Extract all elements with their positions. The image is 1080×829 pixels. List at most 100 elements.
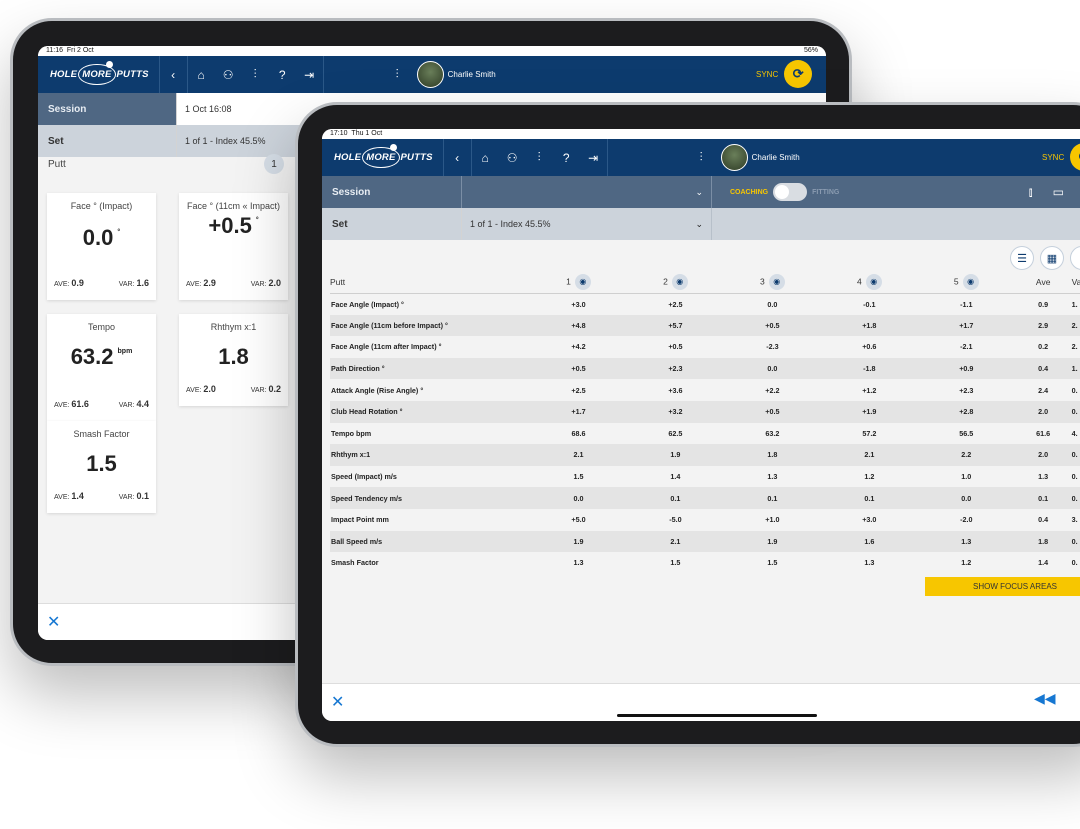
user-profile[interactable]: Charlie Smith	[416, 61, 496, 88]
user-profile[interactable]: Charlie Smith	[720, 144, 800, 171]
table-cell: +1.7	[530, 400, 627, 423]
app-logo[interactable]: HOLE MORE PUTTS	[322, 139, 443, 176]
metric-card[interactable]: Rhthym x:1 1.8 AVE: 2.0 VAR: 0.2	[179, 314, 288, 406]
table-cell: 1.0	[961, 472, 972, 482]
ave-label: AVE:	[186, 281, 202, 288]
row-metric-name: Path Direction °	[330, 357, 530, 380]
putt-column[interactable]: 3 ◉	[723, 271, 821, 294]
row-metric-name: Smash Factor	[331, 558, 379, 568]
card-title: Tempo	[87, 322, 115, 332]
session-toolbar: COACHING FITTING ⫾ ▭ ➤	[711, 176, 1080, 208]
putt-column[interactable]: 4 ◉	[820, 271, 918, 294]
coaching-fitting-toggle[interactable]: COACHING FITTING	[730, 183, 839, 201]
status-time: 17:10	[330, 130, 348, 137]
putt-data-table: Putt 1 ◉ 2 ◉ 3 ◉ 4 ◉ 5 ◉ Ave Va Face Angle (I…	[330, 271, 1080, 574]
table-cell: 1.3	[864, 558, 875, 568]
table-cell: 0.0	[767, 299, 778, 309]
table-cell: +3.6	[668, 385, 683, 395]
table-cell: +0.9	[917, 357, 1015, 380]
sync-icon: ⟳	[784, 60, 813, 88]
app-logo[interactable]: HOLE MORE PUTTS	[38, 56, 159, 93]
table-cell: 1.5	[767, 558, 778, 568]
users-icon[interactable]: ⚇	[506, 150, 518, 165]
metric-card[interactable]: Tempo 63.2 bpm AVE: 61.6 VAR: 4.4	[47, 314, 156, 421]
table-cell: 57.2	[862, 428, 877, 438]
home-icon[interactable]: ⌂	[197, 67, 205, 82]
metric-card[interactable]: Face ° (Impact) 0.0 ° AVE: 0.9 VAR: 1.6	[47, 193, 156, 300]
variance-column-header: Va	[1071, 271, 1080, 294]
eye-icon[interactable]: ◉	[768, 273, 785, 290]
table-cell: 0.1	[723, 487, 821, 509]
status-date: Thu 1 Oct	[351, 130, 383, 137]
home-icon[interactable]: ⌂	[481, 150, 489, 165]
putt-column[interactable]: 2 ◉	[626, 271, 724, 294]
table-cell: +0.5	[723, 400, 821, 423]
card-value: 63.2	[70, 344, 114, 369]
show-focus-areas-button[interactable]: SHOW FOCUS AREAS	[925, 577, 1080, 596]
filter-icon[interactable]: ⫶	[699, 150, 703, 164]
card-unit: bpm	[117, 348, 133, 355]
putt-column[interactable]: 1 ◉	[530, 271, 627, 294]
table-cell: 1.	[1071, 299, 1078, 309]
sync-icon: ⟳	[1070, 143, 1080, 171]
table-cell: 1.2	[864, 472, 875, 482]
table-cell: 2.	[1071, 342, 1078, 352]
status-time: 11:16	[46, 47, 63, 54]
mode-switch[interactable]	[773, 183, 808, 201]
ave-value: 2.9	[203, 278, 216, 288]
var-label: VAR:	[118, 402, 135, 409]
more-view-icon[interactable]	[1070, 246, 1080, 270]
ave-label: AVE:	[54, 494, 70, 501]
ave-label: AVE:	[54, 402, 70, 409]
back-icon[interactable]: ‹	[455, 150, 460, 165]
filter-icon[interactable]: ⫶	[395, 67, 399, 81]
table-cell: +2.3	[626, 357, 724, 380]
rewind-icon[interactable]: ◀◀	[1034, 690, 1056, 706]
table-cell: 0.4	[1014, 357, 1072, 380]
logout-icon[interactable]: ⇥	[588, 150, 599, 165]
row-metric-name: Face Angle (Impact) °	[331, 299, 404, 309]
eye-icon[interactable]: ◉	[865, 273, 882, 290]
metric-card[interactable]: Smash Factor 1.5 AVE: 1.4 VAR: 0.1	[47, 421, 156, 513]
var-value: 2.0	[268, 278, 281, 288]
logout-icon[interactable]: ⇥	[304, 67, 315, 82]
putt-number-badge[interactable]: 1	[264, 154, 284, 174]
fitting-label: FITTING	[812, 188, 840, 196]
column-number: 1	[566, 276, 571, 286]
table-cell: 1.6	[820, 530, 918, 553]
table-cell: +1.7	[917, 314, 1015, 337]
table-row: Speed (Impact) m/s 1.5 1.4 1.3 1.2 1.0 1.3 0.	[330, 466, 1080, 488]
putt-column[interactable]: 5 ◉	[917, 271, 1015, 294]
table-cell: 0.	[1071, 444, 1080, 466]
set-dropdown[interactable]: 1 of 1 - Index 45.5% ⌄	[461, 208, 711, 240]
sliders-icon[interactable]: ⫶	[253, 67, 257, 81]
table-row: Smash Factor 1.3 1.5 1.5 1.3 1.2 1.4 0.	[330, 552, 1080, 574]
sliders-icon[interactable]: ⫶	[537, 150, 541, 164]
eye-icon[interactable]: ◉	[671, 273, 688, 290]
card-value: 1.8	[218, 344, 249, 369]
list-view-icon[interactable]: ☰	[1010, 246, 1034, 270]
chart-icon[interactable]: ⫾	[1028, 184, 1033, 199]
ave-value: 61.6	[71, 399, 89, 409]
card-title: Face ° (Impact)	[70, 201, 133, 211]
sync-button[interactable]: SYNC ⟳	[756, 60, 813, 88]
sync-button[interactable]: SYNC ⟳	[1042, 143, 1080, 171]
sync-label: SYNC	[756, 69, 779, 79]
close-icon[interactable]: ✕	[331, 694, 345, 711]
eye-icon[interactable]: ◉	[962, 273, 979, 290]
users-icon[interactable]: ⚇	[222, 67, 234, 82]
table-cell: 2.9	[1014, 314, 1072, 337]
metric-card[interactable]: Face ° (11cm « Impact) +0.5 ° AVE: 2.9 VA…	[179, 193, 288, 300]
table-row: Path Direction ° +0.5 +2.3 0.0 -1.8 +0.9 0.4 1.	[330, 357, 1080, 380]
help-icon[interactable]: ?	[562, 150, 570, 165]
grid-view-icon[interactable]: ▦	[1040, 246, 1064, 270]
table-cell: 2.2	[917, 444, 1015, 466]
view-switcher: ☰ ▦	[1010, 246, 1080, 270]
comment-icon[interactable]: ▭	[1052, 184, 1064, 199]
session-dropdown[interactable]: ⌄	[461, 176, 711, 208]
back-icon[interactable]: ‹	[171, 67, 176, 82]
table-cell: +3.0	[571, 299, 586, 309]
close-icon[interactable]: ✕	[47, 614, 61, 631]
eye-icon[interactable]: ◉	[574, 273, 591, 290]
help-icon[interactable]: ?	[278, 67, 286, 82]
